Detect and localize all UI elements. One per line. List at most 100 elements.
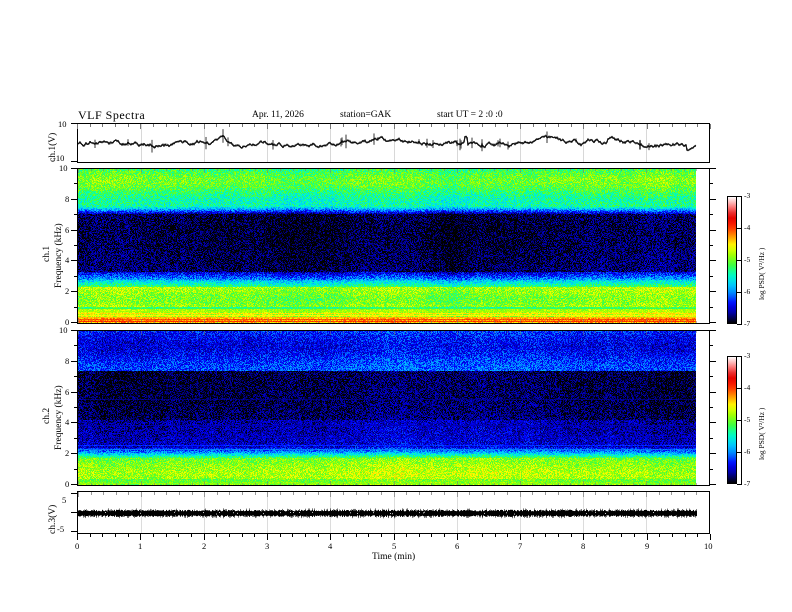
ch1-voltage-ytick-10: 10 [58,119,67,129]
xaxis-tick [672,534,673,537]
xaxis-tick [507,534,508,537]
yaxis-tick-right-ch2 [710,453,716,454]
xaxis-top-tick [242,124,243,127]
xaxis-top-tick [609,124,610,127]
colorbar-ch2-tick [737,484,742,485]
colorbar-ch2-tick [737,388,742,389]
colorbar-ch1-tick [737,228,742,229]
yaxis-tick-right-ch2 [710,407,713,408]
yaxis-tick-right-ch1 [710,245,713,246]
yaxis-tick-ch1 [74,183,77,184]
colorbar-ch1-ticklabel: -4 [744,223,751,232]
yaxis-ticklabel-ch2: 8 [65,356,70,366]
yaxis-tick-right-ch2 [710,469,713,470]
xaxis-top-tick [697,124,698,127]
xaxis-top-tick [444,124,445,127]
xaxis-top-tick [457,124,458,129]
xaxis-tick [419,534,420,537]
yaxis-ticklabel-ch1: 8 [65,194,70,204]
ch1v-ytick [71,161,77,162]
xaxis-tick [469,534,470,537]
xaxis-top-tick [128,124,129,127]
colorbar-ch2-axis-line [741,356,742,484]
yaxis-tick-ch1 [74,276,77,277]
ch1-spectrogram-channel-label: ch.1 [42,245,52,262]
xaxis-tick [292,534,293,537]
yaxis-tick-ch2 [71,361,77,362]
yaxis-ticklabel-ch1: 4 [65,255,70,265]
xaxis-tick [685,534,686,537]
colorbar-ch1-ticklabel: -6 [744,287,751,296]
xaxis-top-tick [710,124,711,129]
ch3-voltage-canvas-wrap [78,492,709,533]
yaxis-tick-ch2 [71,484,77,485]
colorbar-ch1 [727,196,737,324]
colorbar-ch2 [727,356,737,484]
xaxis-ticklabel: 2 [202,541,207,551]
yaxis-tick-right-ch1 [710,307,713,308]
xaxis-tick [596,534,597,537]
ch3v-ytick [71,531,77,532]
xaxis-top-tick [90,124,91,127]
yaxis-tick-ch1 [74,307,77,308]
xaxis-top-tick [267,124,268,129]
ch3-voltage-ytick-neg5: -5 [57,524,65,534]
xaxis-ticklabel: 9 [645,541,650,551]
xaxis-top-tick [533,124,534,127]
yaxis-tick-right-ch1 [710,260,716,261]
yaxis-tick-ch1 [74,214,77,215]
xaxis-top-tick [330,124,331,129]
ch1-voltage-canvas-wrap [78,124,709,162]
colorbar-ch1-tick [737,292,742,293]
xaxis-top-tick [621,124,622,127]
yaxis-tick-right-ch1 [710,322,716,323]
panel-ch1-spectrogram [77,168,710,324]
xaxis-top-tick [77,124,78,129]
panel-ch3-voltage [77,491,710,534]
yaxis-tick-right-ch1 [710,230,716,231]
xaxis-tick [381,534,382,537]
colorbar-ch2-ticklabel: -5 [744,415,751,424]
xaxis-tick [431,534,432,537]
xaxis-top-tick [305,124,306,127]
xaxis-tick [659,534,660,537]
xaxis-label: Time (min) [372,552,416,562]
colorbar-ch2-ticklabel: -4 [744,383,751,392]
xaxis-top-tick [343,124,344,127]
yaxis-tick-right-ch1 [710,168,716,169]
xaxis-tick [609,534,610,537]
ch3-voltage-trace [78,492,709,533]
xaxis-tick [178,534,179,537]
colorbar-ch2-ticklabel: -3 [744,351,751,360]
yaxis-tick-ch1 [71,260,77,261]
xaxis-top-tick [356,124,357,127]
yaxis-ticklabel-ch1: 2 [65,286,70,296]
xaxis-ticklabel: 7 [518,541,523,551]
yaxis-tick-ch1 [71,199,77,200]
yaxis-tick-right-ch1 [710,214,713,215]
yaxis-tick-right-ch2 [710,392,716,393]
ch1-spectrogram-image [78,169,709,323]
yaxis-ticklabel-ch2: 6 [65,387,70,397]
xaxis-tick [457,534,458,540]
yaxis-ticklabel-ch2: 10 [59,325,68,335]
xaxis-tick [153,534,154,537]
xaxis-tick [318,534,319,537]
colorbar-ch2-tick [737,420,742,421]
xaxis-tick [482,534,483,537]
xaxis-top-tick [191,124,192,127]
yaxis-tick-right-ch2 [710,330,716,331]
xaxis-top-tick [406,124,407,127]
yaxis-tick-ch1 [71,291,77,292]
yaxis-tick-ch2 [74,345,77,346]
yaxis-tick-ch2 [74,407,77,408]
xaxis-top-tick [381,124,382,127]
xaxis-top-tick [659,124,660,127]
xaxis-ticklabel: 10 [704,541,713,551]
ch3-voltage-ytick-5: 5 [62,495,67,505]
xaxis-top-tick [507,124,508,127]
ch2-spectrogram-image [78,331,709,485]
ch1-spectrogram-axis-label: Frequency (kHz) [54,223,64,288]
xaxis-tick [545,534,546,537]
xaxis-tick [533,534,534,537]
